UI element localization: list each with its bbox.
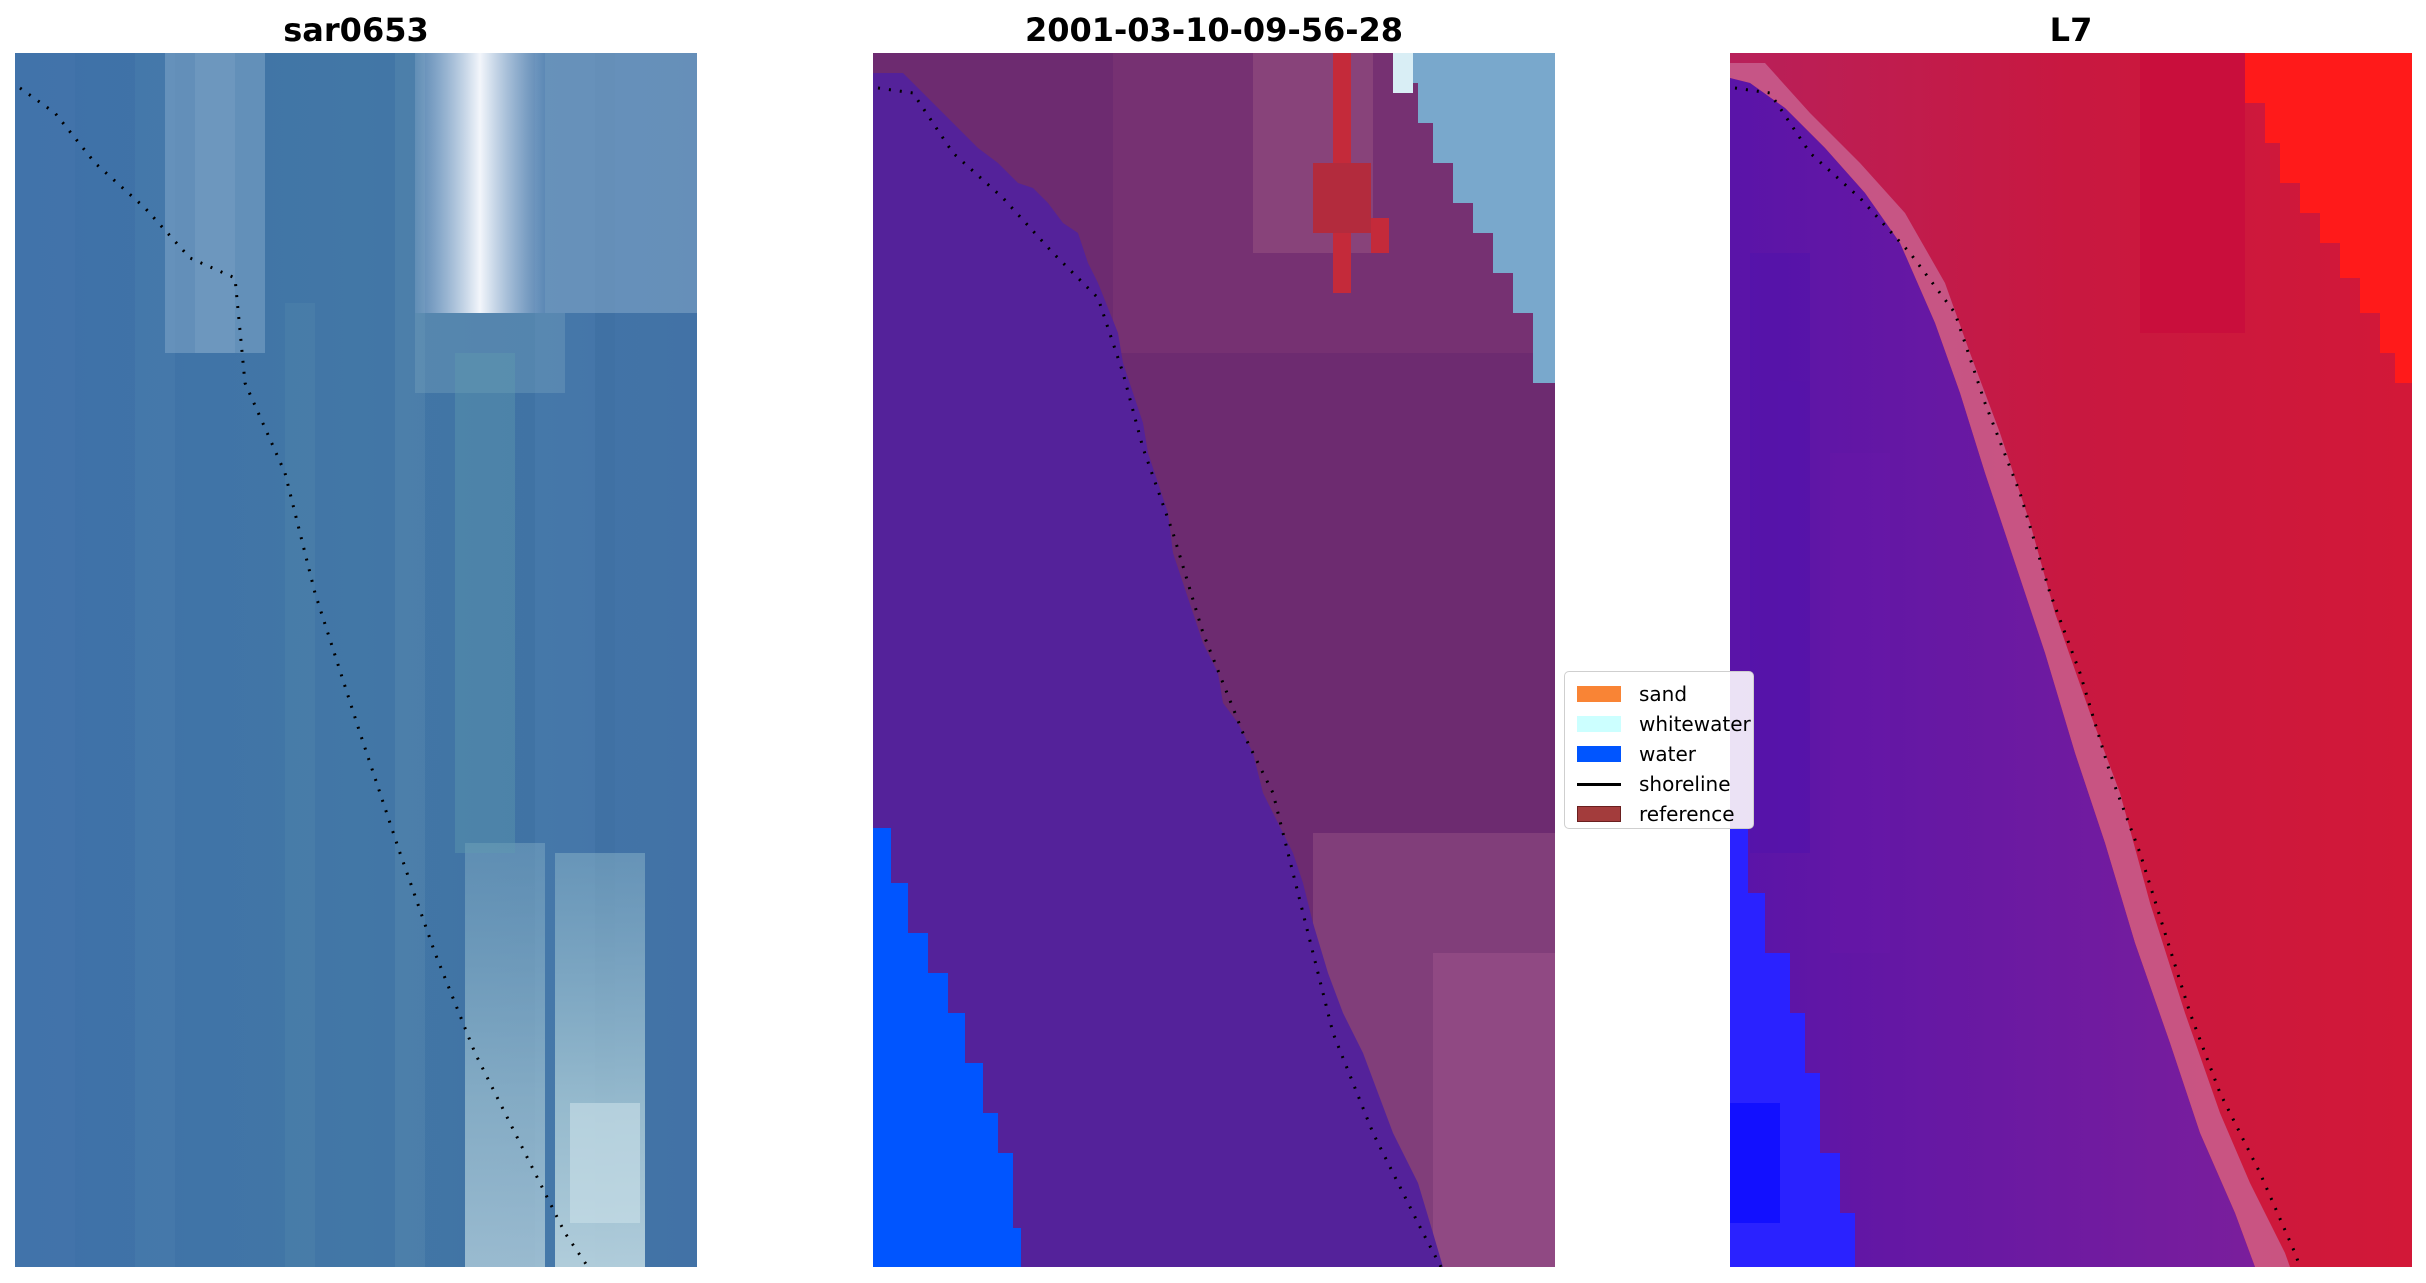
legend-item-whitewater: whitewater bbox=[1577, 710, 1751, 738]
shoreline-line-icon bbox=[1577, 782, 1621, 786]
rgb-image-panel bbox=[15, 53, 697, 1267]
panel-title-classification: 2001-03-10-09-56-28 bbox=[1024, 11, 1404, 49]
legend-item-water: water bbox=[1577, 740, 1696, 768]
legend-item-reference: reference bbox=[1577, 800, 1735, 828]
ndwi-image bbox=[1730, 53, 2412, 1267]
sand-swatch-icon bbox=[1577, 686, 1621, 702]
panel-title-ndwi: L7 bbox=[2049, 11, 2093, 49]
classification-panel bbox=[873, 53, 1555, 1267]
reference-swatch-icon bbox=[1577, 806, 1621, 822]
legend-item-shoreline: shoreline bbox=[1577, 770, 1731, 798]
legend-item-sand: sand bbox=[1577, 680, 1687, 708]
legend: sand whitewater water shoreline referenc… bbox=[1564, 671, 1754, 829]
legend-label-shoreline: shoreline bbox=[1639, 772, 1731, 796]
legend-label-whitewater: whitewater bbox=[1639, 712, 1751, 736]
whitewater-swatch-icon bbox=[1577, 716, 1621, 732]
panel-title-rgb: sar0653 bbox=[283, 11, 429, 49]
legend-label-reference: reference bbox=[1639, 802, 1735, 826]
ndwi-panel bbox=[1730, 53, 2412, 1267]
legend-label-sand: sand bbox=[1639, 682, 1688, 706]
legend-label-water: water bbox=[1639, 742, 1696, 766]
rgb-image bbox=[15, 53, 697, 1267]
classification-image bbox=[873, 53, 1555, 1267]
water-swatch-icon bbox=[1577, 746, 1621, 762]
